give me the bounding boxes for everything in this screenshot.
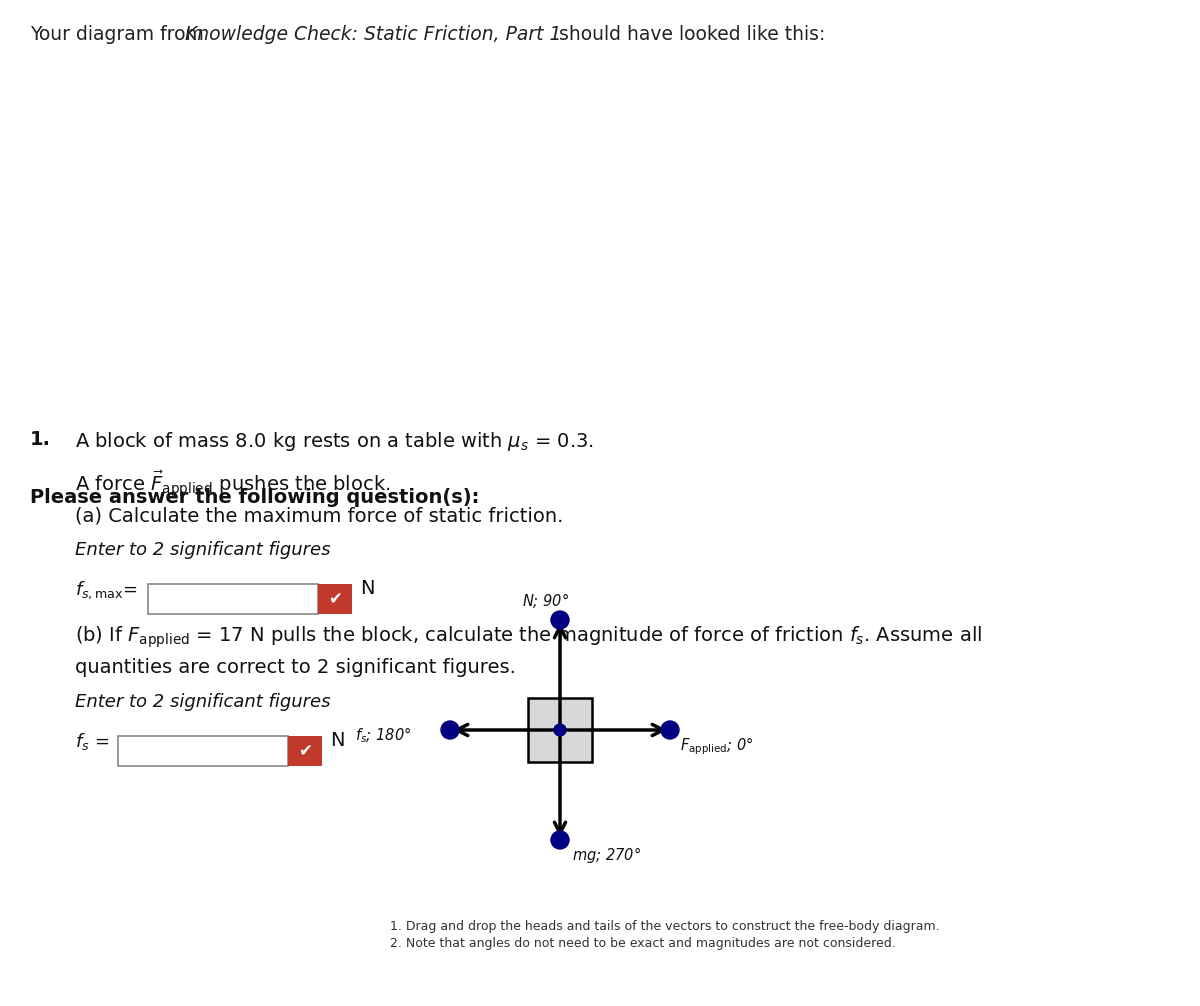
Text: ✔: ✔ [328, 590, 342, 608]
Text: Knowledge Check: Static Friction, Part 1: Knowledge Check: Static Friction, Part 1 [185, 25, 562, 44]
Circle shape [551, 831, 569, 849]
Text: $mg$; 270°: $mg$; 270° [572, 845, 641, 865]
Bar [318, 584, 352, 614]
Text: 1. Drag and drop the heads and tails of the vectors to construct the free-body d: 1. Drag and drop the heads and tails of … [390, 920, 940, 933]
Bar [288, 736, 322, 766]
Circle shape [661, 721, 679, 739]
Text: 2. Note that angles do not need to be exact and magnitudes are not considered.: 2. Note that angles do not need to be ex… [390, 937, 895, 950]
Text: $N$; 90°: $N$; 90° [522, 591, 569, 610]
Text: Enter to 2 significant figures: Enter to 2 significant figures [74, 541, 330, 559]
Text: A block of mass 8.0 kg rests on a table with $\mu_s$ = 0.3.: A block of mass 8.0 kg rests on a table … [74, 430, 594, 453]
Text: should have looked like this:: should have looked like this: [553, 25, 826, 44]
Bar [148, 584, 318, 614]
Text: Your diagram from: Your diagram from [30, 25, 210, 44]
Text: quantities are correct to 2 significant figures.: quantities are correct to 2 significant … [74, 658, 516, 677]
Circle shape [554, 724, 566, 736]
Text: A force $\vec{F}_\mathrm{applied}$ pushes the block.: A force $\vec{F}_\mathrm{applied}$ pushe… [74, 468, 390, 499]
Text: N: N [330, 731, 344, 750]
Text: (a) Calculate the maximum force of static friction.: (a) Calculate the maximum force of stati… [74, 506, 563, 525]
Text: $f_{s,\mathrm{max}}$=: $f_{s,\mathrm{max}}$= [74, 579, 138, 601]
Text: 1.: 1. [30, 430, 50, 449]
Text: $f_s$ =: $f_s$ = [74, 731, 109, 752]
Circle shape [442, 721, 458, 739]
Text: $F_\mathrm{applied}$; 0°: $F_\mathrm{applied}$; 0° [680, 735, 754, 757]
Circle shape [551, 611, 569, 629]
Text: $f_s$; 180°: $f_s$; 180° [355, 725, 412, 744]
Text: Please answer the following question(s):: Please answer the following question(s): [30, 488, 479, 507]
Text: ✔: ✔ [298, 742, 312, 760]
Text: Enter to 2 significant figures: Enter to 2 significant figures [74, 693, 330, 711]
Bar [528, 698, 592, 762]
Text: N: N [360, 579, 374, 598]
Text: (b) If $F_\mathrm{applied}$ = 17 N pulls the block, calculate the magnitude of f: (b) If $F_\mathrm{applied}$ = 17 N pulls… [74, 624, 982, 650]
Bar [118, 736, 288, 766]
